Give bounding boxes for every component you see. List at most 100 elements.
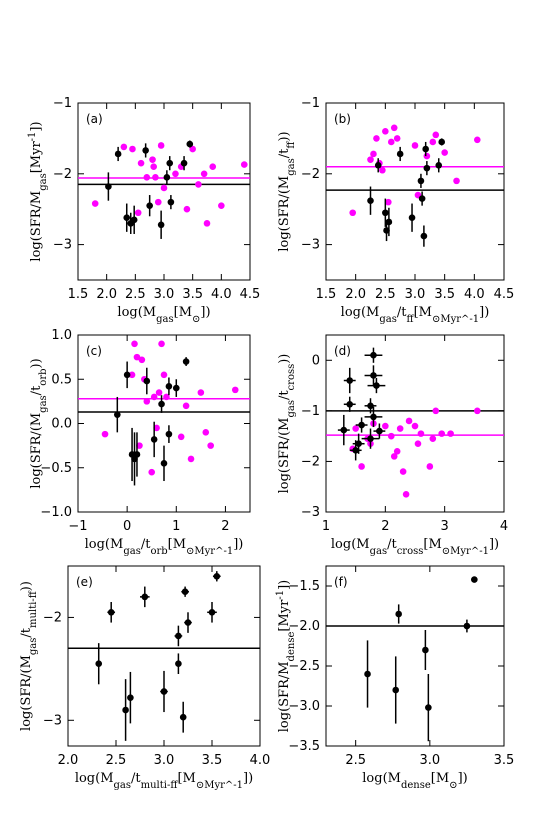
black-data-point bbox=[122, 706, 129, 714]
y-tick-label: −2 bbox=[43, 610, 62, 625]
magenta-data-point bbox=[240, 161, 248, 168]
x-tick-label: 3.5 bbox=[202, 753, 223, 768]
panel-a: 1.5 2.0 2.5 3.0 3.5 4.0 4.5 −3 −2 −1 (a) log(Mgas[M… bbox=[27, 96, 261, 325]
black-data-point bbox=[186, 140, 194, 148]
black-data-point bbox=[179, 713, 187, 721]
magenta-data-point bbox=[367, 156, 374, 163]
magenta-data-point bbox=[390, 124, 398, 132]
x-tick-label: 3 bbox=[441, 519, 449, 534]
black-data-point bbox=[150, 436, 158, 443]
y-tick-label: −2.5 bbox=[288, 659, 320, 674]
magenta-data-point bbox=[155, 389, 163, 396]
black-data-point bbox=[423, 164, 431, 172]
magenta-data-point bbox=[390, 453, 398, 460]
magenta-data-point bbox=[358, 463, 365, 470]
black-data-point bbox=[123, 371, 131, 379]
black-data-point bbox=[355, 440, 362, 448]
black-data-point bbox=[175, 632, 182, 640]
magenta-data-point bbox=[417, 430, 425, 437]
magenta-data-point bbox=[160, 371, 168, 379]
black-data-point bbox=[422, 646, 429, 654]
y-tick-label: 0 bbox=[312, 353, 320, 368]
y-tick-label: −2 bbox=[301, 454, 320, 469]
y-tick-label: −2.0 bbox=[288, 619, 320, 634]
black-data-point bbox=[376, 427, 383, 435]
panel-label: (c) bbox=[86, 344, 102, 358]
magenta-data-point bbox=[432, 131, 440, 139]
black-data-point bbox=[463, 622, 471, 630]
black-data-point bbox=[471, 576, 478, 583]
magenta-data-point bbox=[148, 468, 156, 476]
magenta-data-point bbox=[154, 198, 162, 206]
black-data-point bbox=[172, 384, 180, 392]
y-axis-label: log(SFR/(Mgas/torb)) bbox=[29, 358, 49, 488]
panel-c: −1 0 1 2 −1.0 −0.5 0.0 0.5 1.0 (c) log(Mgas/torb[M… bbox=[29, 328, 251, 557]
y-tick-label: 0.0 bbox=[51, 417, 72, 432]
y-axis-label: log(SFR/(Mgas/tcross)) bbox=[277, 354, 297, 494]
x-tick-label: 1.5 bbox=[316, 287, 337, 302]
panel-label: (e) bbox=[76, 575, 93, 589]
black-data-point bbox=[395, 610, 402, 618]
black-data-point bbox=[167, 198, 175, 206]
y-tick-label: −1.0 bbox=[40, 505, 72, 520]
magenta-data-point bbox=[138, 356, 146, 364]
magenta-data-point bbox=[209, 163, 217, 171]
x-axis-label: log(Mgas[M⊙]) bbox=[117, 305, 210, 325]
x-tick-label: 2 bbox=[381, 519, 389, 534]
x-tick-label: 1 bbox=[322, 519, 330, 534]
x-tick-label: 0 bbox=[123, 519, 131, 534]
magenta-data-point bbox=[158, 340, 165, 348]
magenta-data-point bbox=[189, 145, 196, 153]
magenta-data-point bbox=[177, 433, 185, 441]
black-data-point bbox=[182, 358, 190, 365]
black-data-point bbox=[346, 400, 354, 408]
y-tick-label: −3 bbox=[53, 238, 72, 253]
magenta-data-point bbox=[411, 142, 419, 149]
magenta-data-point bbox=[197, 389, 205, 396]
x-tick-label: 2.0 bbox=[58, 753, 79, 768]
magenta-data-point bbox=[137, 159, 145, 167]
black-data-point bbox=[367, 435, 374, 442]
y-tick-label: −3 bbox=[301, 238, 320, 253]
x-tick-label: 2.0 bbox=[345, 287, 366, 302]
magenta-data-point bbox=[172, 170, 179, 178]
black-data-point bbox=[160, 688, 168, 695]
black-data-point bbox=[422, 145, 429, 153]
magenta-data-point bbox=[474, 136, 481, 144]
magenta-data-point bbox=[143, 174, 151, 181]
panel-label: (f) bbox=[334, 575, 348, 589]
x-axis-label: log(Mgas/torb[M⊙Myr^-1]) bbox=[85, 537, 244, 557]
x-tick-label: 4.5 bbox=[494, 287, 515, 302]
black-data-point bbox=[107, 608, 115, 616]
x-tick-label: 3.0 bbox=[154, 753, 175, 768]
x-tick-label: 4 bbox=[500, 519, 508, 534]
magenta-data-point bbox=[379, 166, 386, 174]
black-data-point bbox=[435, 162, 443, 169]
black-data-point bbox=[105, 183, 112, 190]
black-data-point bbox=[127, 694, 134, 701]
black-data-point bbox=[184, 619, 192, 626]
x-axis-label: log(Mdense[M⊙]) bbox=[362, 771, 467, 791]
y-tick-label: −0.5 bbox=[40, 461, 72, 476]
x-axis-label: log(Mgas/tff[M⊙Myr^-1]) bbox=[341, 305, 490, 325]
magenta-data-point bbox=[152, 174, 159, 181]
magenta-data-point bbox=[438, 430, 446, 437]
magenta-data-point bbox=[423, 152, 431, 160]
black-data-point bbox=[370, 372, 377, 379]
y-tick-label: 1.0 bbox=[51, 328, 72, 343]
magenta-data-point bbox=[405, 417, 413, 425]
black-data-point bbox=[346, 377, 354, 384]
magenta-data-point bbox=[200, 170, 208, 178]
magenta-data-point bbox=[195, 181, 202, 188]
black-data-point bbox=[438, 138, 446, 146]
magenta-data-point bbox=[414, 440, 422, 448]
magenta-data-point bbox=[207, 442, 214, 449]
y-tick-label: 0.5 bbox=[51, 372, 72, 387]
black-data-point bbox=[95, 660, 103, 668]
magenta-data-point bbox=[150, 393, 158, 401]
black-data-point bbox=[158, 400, 165, 408]
black-data-point bbox=[143, 377, 151, 385]
y-axis-label: log(SFR/(Mgas/tmulti-ff)) bbox=[19, 581, 39, 731]
magenta-data-point bbox=[447, 430, 454, 437]
magenta-data-point bbox=[396, 425, 404, 432]
